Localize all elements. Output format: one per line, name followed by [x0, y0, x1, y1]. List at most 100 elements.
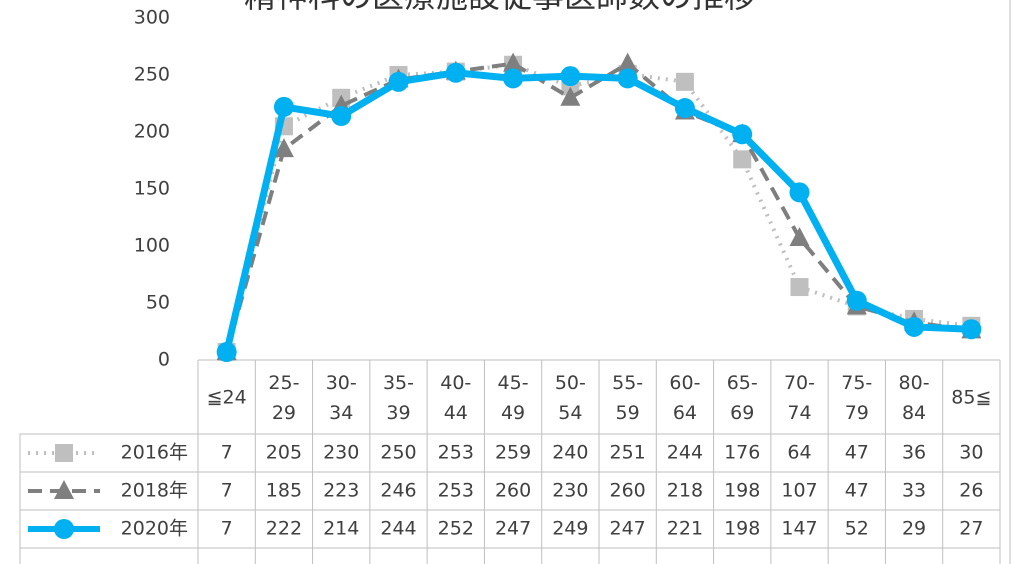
- x-tick-label-line: 45-: [498, 372, 529, 394]
- table-value: 214: [323, 518, 359, 540]
- x-tick-label: 25-29: [268, 372, 299, 424]
- marker: [732, 124, 753, 145]
- table-value: 47: [845, 442, 869, 464]
- table-value: 246: [380, 480, 416, 502]
- x-tick-label-line: 29: [272, 402, 296, 424]
- x-tick-label-line: 39: [386, 402, 410, 424]
- table-value: 52: [845, 518, 869, 540]
- x-tick-label: 55-59: [612, 372, 643, 424]
- table-value: 230: [323, 442, 359, 464]
- marker: [904, 316, 925, 337]
- marker: [445, 62, 466, 83]
- table-value: 30: [959, 442, 983, 464]
- x-tick-label-line: 34: [329, 402, 353, 424]
- table-value: 253: [438, 480, 474, 502]
- x-tick-label: 70-74: [784, 372, 815, 424]
- x-tick-label-line: 50-: [555, 372, 586, 394]
- table-value: 64: [787, 442, 811, 464]
- marker: [503, 68, 524, 89]
- table-value: 250: [380, 442, 416, 464]
- table-value: 221: [667, 518, 703, 540]
- marker: [331, 106, 352, 127]
- table-value: 36: [902, 442, 926, 464]
- x-tick-label: 40-44: [440, 372, 471, 424]
- legend-marker: [55, 444, 73, 462]
- x-tick-label: 50-54: [555, 372, 586, 424]
- x-tick-label: 75-79: [841, 372, 872, 424]
- table-value: 252: [438, 518, 474, 540]
- x-tick-label-line: 64: [673, 402, 697, 424]
- table-value: 176: [724, 442, 760, 464]
- table-value: 222: [266, 518, 302, 540]
- table-value: 29: [902, 518, 926, 540]
- y-tick-label: 50: [146, 292, 170, 314]
- y-tick-label: 200: [134, 121, 170, 143]
- x-tick-label-line: 54: [558, 402, 582, 424]
- table-value: 249: [552, 518, 588, 540]
- table-value: 7: [221, 518, 233, 540]
- x-tick-label-line: 30-: [326, 372, 357, 394]
- table-value: 260: [610, 480, 646, 502]
- marker: [846, 290, 867, 311]
- table-value: 223: [323, 480, 359, 502]
- marker: [273, 96, 294, 117]
- marker: [733, 150, 752, 169]
- legend-marker: [54, 480, 74, 499]
- x-tick-label-line: 69: [730, 402, 754, 424]
- x-tick-label-line: 75-: [841, 372, 872, 394]
- table-value: 244: [380, 518, 416, 540]
- y-tick-label: 100: [134, 235, 170, 257]
- table-value: 253: [438, 442, 474, 464]
- marker: [617, 52, 638, 72]
- legend-label: 2016年: [121, 442, 188, 464]
- x-tick-label-line: 35-: [383, 372, 414, 394]
- x-tick-label: 80-84: [899, 372, 930, 424]
- marker: [675, 72, 694, 91]
- table-value: 185: [266, 480, 302, 502]
- y-tick-label: 150: [134, 178, 170, 200]
- x-tick-label: 60-64: [669, 372, 700, 424]
- table-value: 47: [845, 480, 869, 502]
- x-tick-label: ≦24: [207, 387, 247, 409]
- table-value: 240: [552, 442, 588, 464]
- table-value: 198: [724, 480, 760, 502]
- x-tick-label-line: 84: [902, 402, 926, 424]
- marker: [560, 66, 581, 87]
- x-tick-label-line: 65-: [727, 372, 758, 394]
- x-tick-label-line: 59: [616, 402, 640, 424]
- x-tick-label-line: 49: [501, 402, 525, 424]
- x-tick-label-line: 60-: [669, 372, 700, 394]
- table-value: 26: [959, 480, 983, 502]
- table-value: 107: [781, 480, 817, 502]
- marker: [503, 52, 524, 72]
- marker: [617, 68, 638, 89]
- table-value: 247: [495, 518, 531, 540]
- x-tick-label-line: 40-: [440, 372, 471, 394]
- table-value: 205: [266, 442, 302, 464]
- marker: [790, 278, 809, 297]
- x-tick-label-line: 55-: [612, 372, 643, 394]
- marker: [961, 319, 982, 340]
- x-tick-label-line: 80-: [899, 372, 930, 394]
- marker: [789, 182, 810, 203]
- table-value: 7: [221, 442, 233, 464]
- marker: [560, 86, 581, 106]
- x-tick-label: 30-34: [326, 372, 357, 424]
- table-value: 33: [902, 480, 926, 502]
- table-value: 27: [959, 518, 983, 540]
- y-tick-label: 250: [134, 64, 170, 86]
- legend-label: 2018年: [121, 480, 188, 502]
- table-value: 7: [221, 480, 233, 502]
- chart-title: 精神科の医療施設従事医師数の推移: [244, 0, 756, 15]
- y-tick-label: 0: [158, 349, 170, 371]
- series-line: [223, 69, 972, 353]
- table-value: 259: [495, 442, 531, 464]
- table-value: 147: [781, 518, 817, 540]
- y-tick-label: 300: [134, 7, 170, 29]
- x-tick-label-line: 74: [787, 402, 811, 424]
- x-tick-label-line: 25-: [268, 372, 299, 394]
- marker: [674, 98, 695, 119]
- x-tick-label-line: 70-: [784, 372, 815, 394]
- table-value: 218: [667, 480, 703, 502]
